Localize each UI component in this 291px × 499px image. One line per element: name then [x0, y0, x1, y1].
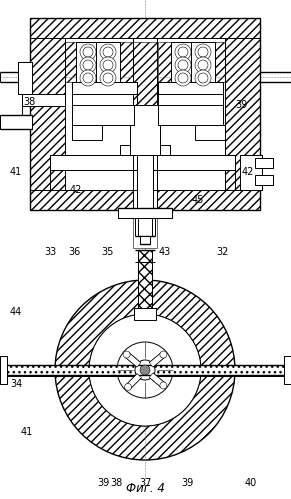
- Text: 34: 34: [10, 379, 22, 389]
- Text: 39: 39: [235, 100, 248, 110]
- Bar: [50, 155, 235, 170]
- Bar: [158, 105, 223, 125]
- Bar: [0, 356, 7, 384]
- Polygon shape: [126, 374, 141, 389]
- Text: 45: 45: [192, 195, 204, 205]
- Bar: [240, 155, 262, 190]
- Bar: [30, 38, 65, 190]
- Circle shape: [89, 314, 201, 426]
- Text: 42: 42: [241, 167, 253, 177]
- Text: 44: 44: [10, 307, 22, 317]
- Circle shape: [198, 47, 208, 57]
- Bar: [22, 94, 65, 106]
- Circle shape: [198, 73, 208, 83]
- Circle shape: [195, 70, 211, 86]
- Circle shape: [103, 73, 113, 83]
- Circle shape: [117, 342, 173, 398]
- Bar: [134, 308, 156, 320]
- Polygon shape: [125, 352, 141, 367]
- Bar: [195, 125, 225, 140]
- Bar: [138, 250, 152, 319]
- Circle shape: [160, 382, 167, 389]
- Circle shape: [178, 47, 188, 57]
- Circle shape: [80, 44, 96, 60]
- Bar: [140, 236, 150, 244]
- Circle shape: [103, 60, 113, 70]
- Bar: [96, 42, 120, 82]
- Bar: [65, 42, 137, 82]
- Text: 33: 33: [45, 247, 57, 257]
- Circle shape: [83, 47, 93, 57]
- Circle shape: [178, 60, 188, 70]
- Text: 36: 36: [68, 247, 80, 257]
- Circle shape: [83, 60, 93, 70]
- Bar: [120, 145, 170, 155]
- Text: 35: 35: [102, 247, 114, 257]
- Text: Фиг. 4: Фиг. 4: [125, 482, 164, 495]
- Circle shape: [175, 44, 191, 60]
- Circle shape: [160, 351, 167, 358]
- Text: 32: 32: [217, 247, 229, 257]
- Bar: [118, 208, 172, 218]
- Circle shape: [123, 351, 130, 358]
- Bar: [72, 125, 102, 140]
- Circle shape: [140, 365, 150, 375]
- Circle shape: [80, 57, 96, 73]
- Bar: [72, 82, 137, 94]
- Text: 38: 38: [23, 97, 35, 107]
- Bar: [30, 18, 260, 38]
- Bar: [255, 158, 273, 168]
- Circle shape: [178, 73, 188, 83]
- Bar: [158, 42, 225, 82]
- Circle shape: [175, 57, 191, 73]
- Bar: [0, 365, 291, 376]
- Circle shape: [195, 57, 211, 73]
- Bar: [138, 218, 152, 236]
- Bar: [72, 105, 134, 125]
- Bar: [225, 38, 260, 190]
- Bar: [158, 82, 223, 94]
- Text: 42: 42: [70, 185, 82, 195]
- Circle shape: [195, 44, 211, 60]
- Circle shape: [83, 73, 93, 83]
- Bar: [284, 356, 291, 384]
- Bar: [18, 62, 32, 94]
- Bar: [130, 105, 160, 155]
- Circle shape: [175, 70, 191, 86]
- Bar: [18, 62, 32, 94]
- Bar: [30, 190, 260, 210]
- Polygon shape: [149, 352, 165, 367]
- Polygon shape: [149, 373, 165, 388]
- Bar: [133, 42, 157, 152]
- Bar: [191, 42, 215, 82]
- Circle shape: [100, 70, 116, 86]
- Circle shape: [135, 360, 155, 380]
- Text: 38: 38: [110, 478, 123, 488]
- Text: 40: 40: [244, 478, 256, 488]
- Circle shape: [100, 57, 116, 73]
- Circle shape: [100, 44, 116, 60]
- Bar: [255, 175, 273, 185]
- Text: 41: 41: [20, 427, 32, 437]
- Text: 39: 39: [182, 478, 194, 488]
- Circle shape: [125, 383, 132, 391]
- Bar: [0, 115, 32, 129]
- Text: 37: 37: [139, 478, 152, 488]
- Circle shape: [198, 60, 208, 70]
- Text: 43: 43: [158, 247, 171, 257]
- Text: 41: 41: [10, 167, 22, 177]
- Bar: [137, 155, 153, 215]
- Circle shape: [103, 47, 113, 57]
- Bar: [133, 38, 157, 248]
- Text: 39: 39: [97, 478, 109, 488]
- Circle shape: [55, 280, 235, 460]
- Circle shape: [80, 70, 96, 86]
- Bar: [76, 42, 100, 82]
- Bar: [171, 42, 195, 82]
